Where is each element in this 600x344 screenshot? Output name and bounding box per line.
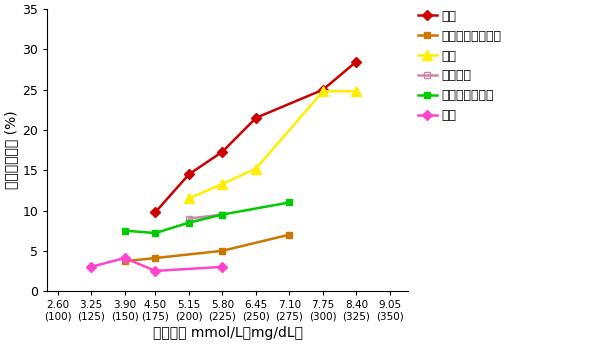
- Line: 南欧，内陆地区: 南欧，内陆地区: [121, 199, 293, 237]
- Y-axis label: 冠心病死亡率 (%): 冠心病死亡率 (%): [4, 111, 18, 190]
- 南欧，地中海地区: [286, 233, 293, 237]
- 日本: [152, 269, 159, 273]
- 南欧，内陆地区: [152, 231, 159, 235]
- 北欧: [353, 60, 360, 64]
- Line: 日本: 日本: [88, 255, 226, 275]
- 北欧: [319, 88, 326, 92]
- Line: 北欧: 北欧: [152, 58, 360, 216]
- Legend: 北欧, 南欧，地中海地区, 美国, 塞尔维亚, 南欧，内陆地区, 日本: 北欧, 南欧，地中海地区, 美国, 塞尔维亚, 南欧，内陆地区, 日本: [418, 10, 502, 122]
- 南欧，地中海地区: [219, 249, 226, 253]
- 美国: [253, 166, 260, 171]
- 美国: [353, 89, 360, 93]
- 日本: [219, 265, 226, 269]
- 塞尔维亚: [219, 213, 226, 217]
- 北欧: [253, 116, 260, 120]
- 北欧: [152, 210, 159, 214]
- 日本: [88, 265, 95, 269]
- Line: 美国: 美国: [184, 86, 361, 203]
- 南欧，地中海地区: [152, 256, 159, 260]
- Line: 塞尔维亚: 塞尔维亚: [185, 211, 226, 222]
- 北欧: [185, 172, 193, 176]
- Line: 南欧，地中海地区: 南欧，地中海地区: [121, 231, 293, 265]
- 塞尔维亚: [185, 216, 193, 221]
- 南欧，内陆地区: [286, 201, 293, 205]
- X-axis label: 血胆固醇 mmol/L（mg/dL）: 血胆固醇 mmol/L（mg/dL）: [152, 326, 302, 340]
- 南欧，内陆地区: [121, 228, 128, 233]
- 南欧，内陆地区: [185, 221, 193, 225]
- 北欧: [219, 150, 226, 154]
- 美国: [185, 196, 193, 201]
- 南欧，地中海地区: [121, 259, 128, 263]
- 日本: [121, 256, 128, 260]
- 美国: [319, 89, 326, 93]
- 美国: [219, 182, 226, 186]
- 南欧，内陆地区: [219, 213, 226, 217]
